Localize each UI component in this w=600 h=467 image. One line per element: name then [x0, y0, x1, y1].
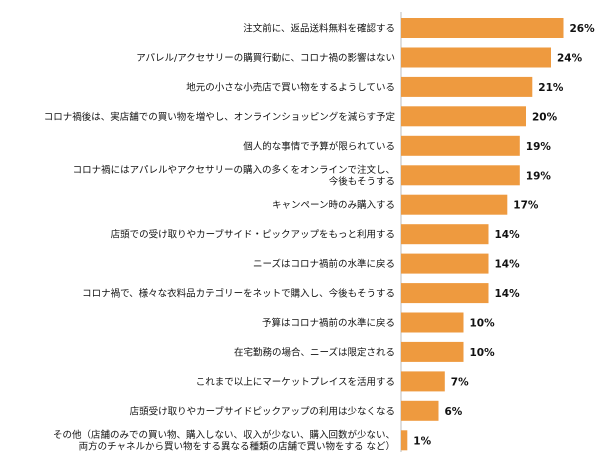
- category-label-5: コロナ禍にはアパレルやアクセサリーの購入の多くをオンラインで注文し、今後もそうす…: [73, 164, 395, 188]
- category-label-9: コロナ禍で、様々な衣料品カテゴリーをネットで購入し、今後もそうする: [82, 288, 395, 300]
- category-label-0: 注文前に、返品送料無料を確認する: [243, 23, 395, 35]
- category-label-8: ニーズはコロナ禍前の水準に戻る: [253, 258, 395, 270]
- category-label-6: キャンペーン時のみ購入する: [272, 199, 395, 211]
- value-label-0: 26%: [570, 23, 596, 35]
- bar-1: [401, 47, 551, 68]
- bar-7: [401, 224, 489, 245]
- value-label-10: 10%: [470, 318, 496, 330]
- bar-9: [401, 283, 489, 304]
- bar-10: [401, 312, 464, 333]
- bar-14: [401, 430, 408, 451]
- value-label-11: 10%: [470, 347, 496, 359]
- bar-12: [401, 371, 445, 392]
- category-label-7: 店頭での受け取りやカーブサイド・ピックアップをもっと利用する: [111, 229, 395, 241]
- bar-11: [401, 341, 464, 362]
- bar-4: [401, 135, 520, 156]
- bar-8: [401, 253, 489, 274]
- value-label-12: 7%: [451, 376, 469, 388]
- category-label-3: コロナ禍後は、実店舗での買い物を増やし、オンラインショッピングを減らす予定: [44, 111, 396, 123]
- bar-13: [401, 400, 439, 421]
- category-label-2: 地元の小さな小売店で買い物をするようしている: [186, 81, 395, 93]
- category-label-4: 個人的な事情で予算が限られている: [243, 140, 395, 152]
- value-label-1: 24%: [557, 53, 583, 65]
- category-label-1: アパレル/アクセサリーの購買行動に、コロナ禍の影響はない: [136, 52, 395, 64]
- bar-group: 26% 注文前に、返品送料無料を確認する 24% アパレル/アクセサリーの購買行動に、…: [44, 18, 595, 453]
- bar-6: [401, 194, 508, 215]
- value-label-14: 1%: [413, 435, 431, 447]
- category-label-13: 店頭受け取りやカーブサイドピックアップの利用は少なくなる: [130, 405, 395, 417]
- value-label-6: 17%: [513, 200, 539, 212]
- category-label-12: これまで以上にマーケットプレイスを活用する: [196, 376, 395, 388]
- value-label-2: 21%: [538, 82, 564, 94]
- bar-2: [401, 76, 533, 97]
- value-label-8: 14%: [495, 259, 521, 271]
- bar-5: [401, 165, 520, 186]
- value-label-9: 14%: [495, 288, 521, 300]
- value-label-7: 14%: [495, 229, 521, 241]
- bar-0: [401, 18, 564, 38]
- category-label-10: 予算はコロナ禍前の水準に戻る: [262, 317, 395, 329]
- category-label-14: その他（店舗のみでの買い物、購入しない、収入が少ない、購入回数が少ない、両方のチ…: [53, 429, 395, 453]
- value-label-4: 19%: [526, 141, 552, 153]
- value-label-13: 6%: [445, 406, 463, 418]
- value-label-5: 19%: [526, 170, 552, 182]
- value-label-3: 20%: [532, 111, 558, 123]
- category-label-11: 在宅勤務の場合、ニーズは限定される: [234, 346, 395, 358]
- bar-3: [401, 106, 526, 127]
